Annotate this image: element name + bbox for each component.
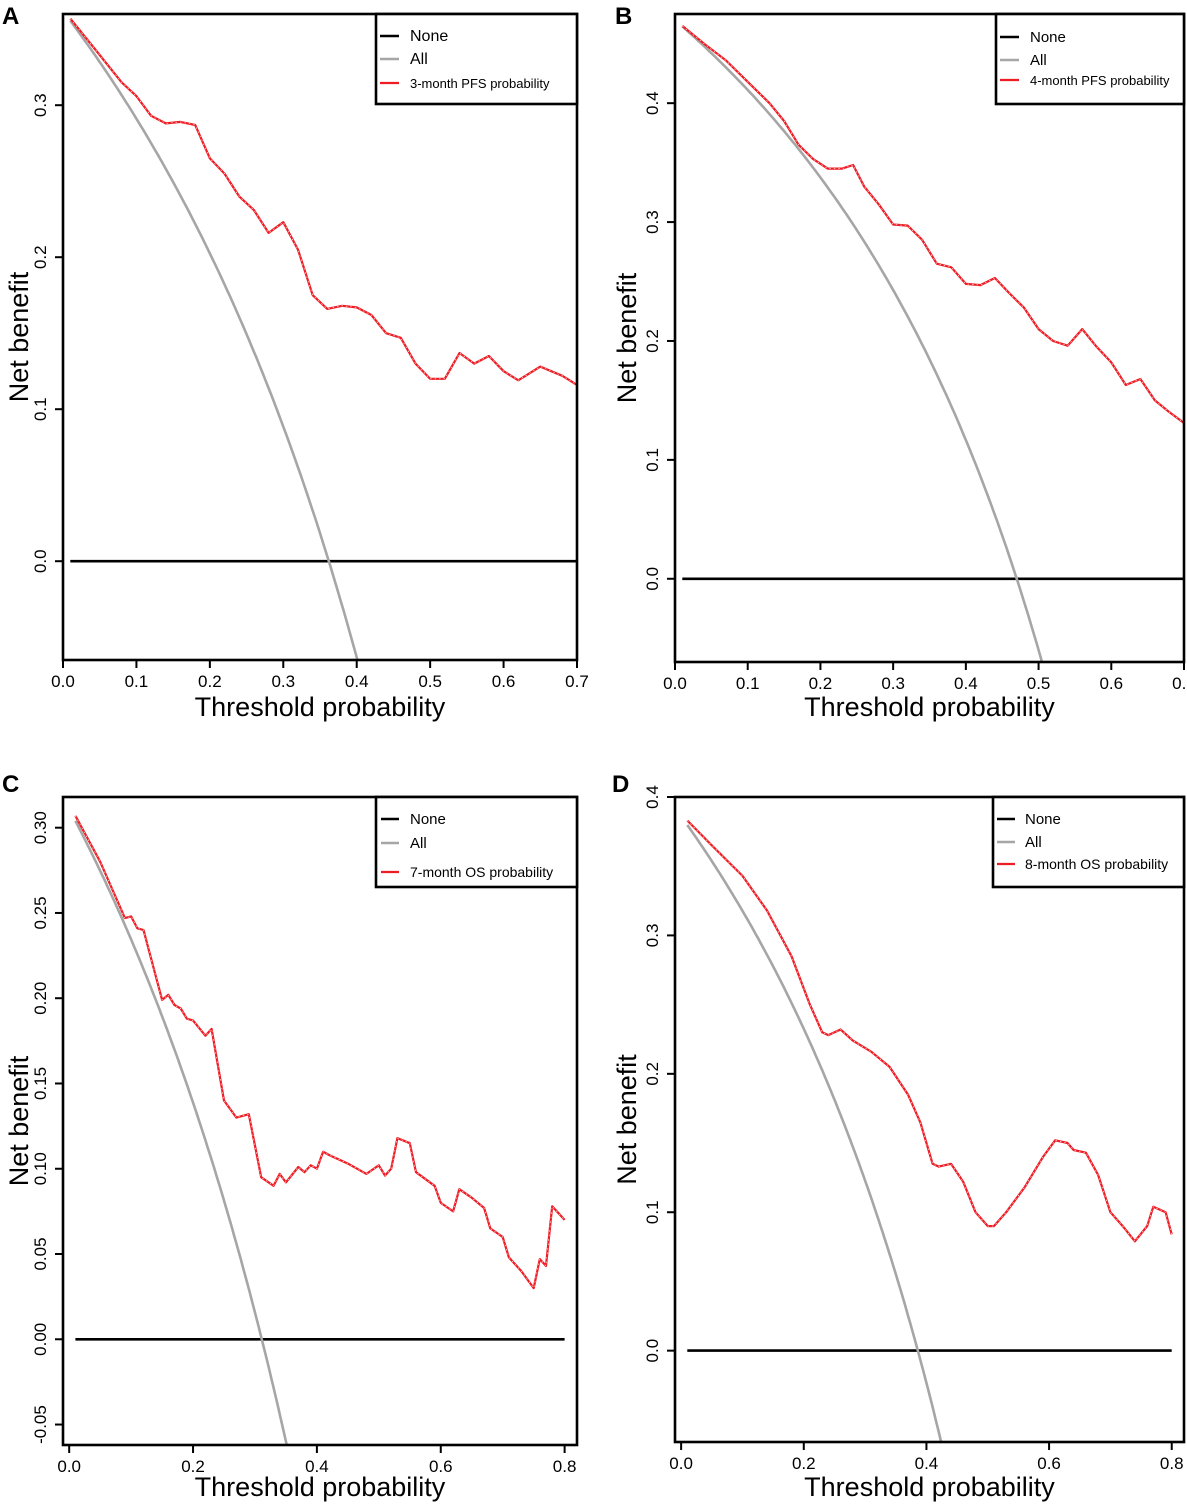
panel-b-line-all [681,25,1044,662]
panel-c-y-tick-label: -0.05 [31,1405,50,1444]
panel-b-y-tick-label: 0.3 [643,210,662,234]
panel-d-x-axis-title: Threshold probability [804,1472,1055,1502]
panel-b-x-tick-label: 0.7 [1172,674,1187,693]
panel-b-plot-frame [673,12,1186,664]
panel-b-legend-box [994,12,1186,106]
panel-b-legend-label: None [1030,29,1066,46]
panel-b-x-tick-label: 0.4 [954,674,978,693]
panel-a-line-model [69,17,577,386]
panel-b-y-tick-label: 0.0 [643,567,662,591]
panel-b-y-tick-label: 0.2 [643,329,662,353]
panel-a-y-tick-label: 0.2 [31,245,50,269]
panel-b-x-tick-label: 0.6 [1099,674,1123,693]
panel-b-x-axis-title: Threshold probability [804,692,1055,722]
panel-b-line-model-dash [682,25,1184,424]
panel-a-label: A [2,3,19,30]
panel-c-y-tick-label: 0.10 [31,1152,50,1185]
panel-d-x-tick-label: 0.4 [915,1454,939,1473]
panel-d-legend-label: All [1025,834,1042,851]
panel-a-x-tick-label: 0.6 [492,672,516,691]
panel-b-y-axis-title: Net benefit [612,272,642,403]
panel-b-x-tick-label: 0.1 [736,674,760,693]
panel-a-x-tick-label: 0.4 [345,672,369,691]
panel-c-line-all [74,820,289,1445]
panel-c-legend-label: All [410,835,427,852]
panel-a-x-tick-label: 0.2 [198,672,222,691]
panel-a-plot-frame [61,12,579,662]
panel-a-legend-label: None [410,28,448,45]
panel-a-legend-label: 3-month PFS probability [410,76,550,91]
panel-d-x-tick-label: 0.2 [792,1454,816,1473]
panel-d-x-tick-label: 0.8 [1160,1454,1184,1473]
panel-b-y-tick-label: 0.4 [643,91,662,115]
panel-c-legend-box [374,795,579,889]
panel-b-legend-label: All [1030,52,1047,69]
panel-c-y-tick-label: 0.20 [31,982,50,1015]
panel-a-y-axis-title: Net benefit [4,271,34,402]
panel-d-x-tick-label: 0.6 [1037,1454,1061,1473]
panel-b-x-tick-label: 0.0 [663,674,687,693]
panel-a-x-tick-label: 0.7 [565,672,589,691]
panel-a-x-tick-label: 0.0 [51,672,75,691]
panel-c-y-axis-title: Net benefit [4,1055,34,1186]
panel-c-x-tick-label: 0.8 [553,1457,577,1476]
panel-a-y-tick-label: 0.1 [31,397,50,421]
panel-b-label: B [615,3,632,30]
panel-c-y-tick-label: 0.15 [31,1067,50,1100]
panel-c-y-tick-label: 0.25 [31,896,50,929]
panel-d-line-all [686,824,943,1442]
panel-c-plot-frame [61,795,579,1447]
panel-c-line-model-dash [75,815,565,1289]
panel-a-y-tick-label: 0.0 [31,549,50,573]
panel-d-y-tick-label: 0.3 [643,924,662,948]
panel-b-y-tick-label: 0.1 [643,448,662,472]
panel-a-x-axis-title: Threshold probability [195,692,446,722]
panel-d-y-tick-label: 0.4 [643,785,662,809]
panel-c-y-tick-label: 0.05 [31,1237,50,1270]
panel-b-x-tick-label: 0.3 [881,674,905,693]
panel-d-label: D [612,771,629,798]
panel-a-legend-box [374,12,579,106]
panel-b-x-tick-label: 0.2 [809,674,833,693]
panel-d-y-axis-title: Net benefit [612,1054,642,1185]
panel-a-legend-label: All [410,51,428,68]
panel-a-x-tick-label: 0.1 [125,672,149,691]
panel-c-x-tick-label: 0.4 [305,1457,329,1476]
panel-d-y-tick-label: 0.2 [643,1062,662,1086]
panel-c-legend-label: 7-month OS probability [410,864,553,880]
panel-a-y-tick-label: 0.3 [31,93,50,117]
panel-a-x-tick-label: 0.5 [418,672,442,691]
panel-b-x-tick-label: 0.5 [1027,674,1051,693]
panel-d-legend-label: 8-month OS probability [1025,856,1168,872]
panel-d-x-tick-label: 0.0 [669,1454,693,1473]
panel-c-x-axis-title: Threshold probability [195,1472,446,1502]
panel-d-plot-frame [673,795,1186,1444]
panel-a-x-tick-label: 0.3 [271,672,295,691]
panel-c-x-tick-label: 0.2 [181,1457,205,1476]
panel-c-label: C [2,771,19,798]
panel-d-legend-label: None [1025,811,1061,828]
panel-d-legend-box [991,795,1186,889]
panel-d-line-model-dash [687,820,1172,1242]
panel-c-x-tick-label: 0.6 [429,1457,453,1476]
panel-c-legend-label: None [410,811,446,828]
panel-c-y-tick-label: 0.30 [31,811,50,844]
panel-d-y-tick-label: 0.1 [643,1200,662,1224]
panel-a-line-all [69,19,359,660]
panel-b-legend-label: 4-month PFS probability [1030,73,1170,88]
panel-c-x-tick-label: 0.0 [57,1457,81,1476]
panel-c-y-tick-label: 0.00 [31,1323,50,1356]
panel-d-y-tick-label: 0.0 [643,1339,662,1363]
